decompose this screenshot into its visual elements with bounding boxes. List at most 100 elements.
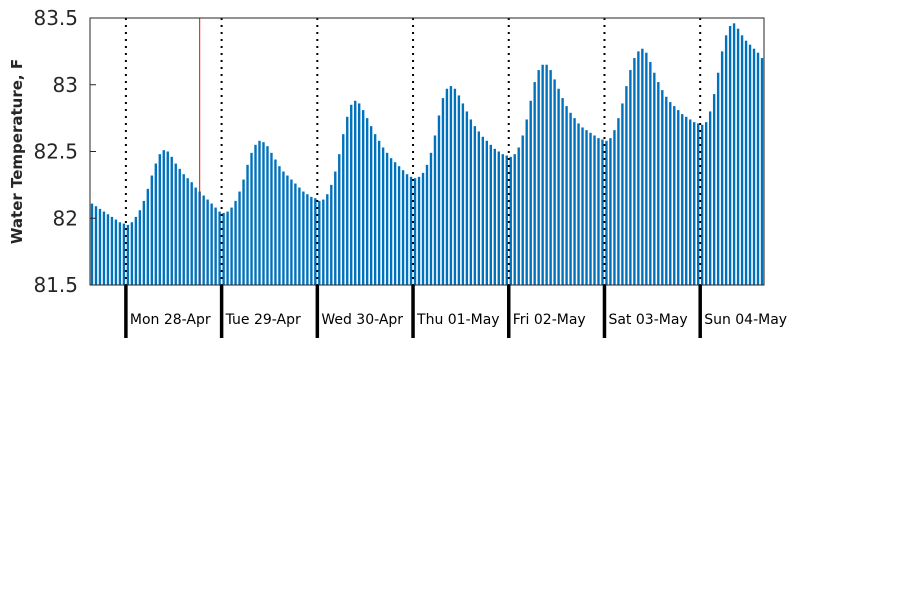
- bar: [98, 208, 102, 285]
- bar: [732, 23, 736, 286]
- bar: [445, 88, 449, 285]
- y-tick-label: 82.5: [33, 140, 78, 164]
- bar: [489, 144, 492, 285]
- bar: [158, 154, 161, 285]
- bar: [334, 171, 337, 285]
- bar: [748, 44, 752, 286]
- bar: [661, 90, 664, 285]
- bar: [697, 123, 700, 285]
- day-axis-ticks: Mon 28-Apr Tue 29-Apr Wed 30-Apr Thu 01-May…: [124, 285, 787, 338]
- bar: [298, 187, 301, 285]
- bar: [166, 151, 169, 285]
- bar: [270, 152, 273, 285]
- bar: [501, 154, 504, 285]
- bar: [617, 118, 620, 286]
- bar: [649, 62, 652, 285]
- bar: [381, 147, 385, 285]
- bar: [302, 191, 305, 285]
- bar: [222, 212, 225, 285]
- bar: [206, 199, 209, 285]
- bar: [210, 203, 213, 285]
- bar: [318, 200, 321, 285]
- bar: [421, 172, 425, 285]
- bar: [557, 88, 560, 285]
- bar: [497, 151, 500, 285]
- bar: [525, 119, 528, 286]
- bar: [449, 86, 453, 285]
- bar: [485, 140, 489, 285]
- bar: [178, 168, 181, 285]
- bar: [657, 82, 660, 285]
- bar: [385, 152, 389, 285]
- bar: [708, 111, 712, 285]
- bar: [581, 127, 584, 285]
- bar: [457, 95, 461, 286]
- bar: [174, 163, 177, 285]
- bar: [724, 35, 728, 285]
- bar: [693, 122, 696, 285]
- bar: [429, 152, 433, 285]
- bar: [601, 139, 604, 285]
- day-label: Wed 30-Apr: [321, 312, 403, 328]
- bar: [286, 175, 289, 285]
- y-axis-ticks: 81.5 82 82.5 83 83.5: [33, 6, 96, 297]
- bar: [760, 58, 764, 285]
- day-label: Tue 29-Apr: [225, 312, 301, 328]
- bar: [278, 166, 281, 285]
- bar: [621, 103, 624, 285]
- y-tick-label: 83.5: [33, 6, 78, 30]
- bar: [258, 140, 261, 285]
- bar: [521, 135, 524, 285]
- bar: [469, 119, 473, 286]
- bar: [453, 88, 457, 285]
- bar: [605, 140, 608, 285]
- bar: [290, 179, 293, 285]
- bar-series: [90, 23, 764, 286]
- bar: [361, 110, 365, 285]
- bar: [653, 72, 656, 285]
- bar: [405, 174, 409, 285]
- bar: [549, 70, 552, 285]
- bar: [102, 211, 106, 285]
- bar: [266, 146, 269, 285]
- bar: [350, 104, 353, 285]
- bar: [314, 198, 317, 285]
- bar: [214, 207, 217, 285]
- bar: [413, 178, 417, 285]
- bar: [373, 134, 377, 285]
- bar: [633, 58, 636, 285]
- bar: [294, 183, 297, 285]
- bar: [681, 114, 684, 286]
- day-label: Mon 28-Apr: [130, 312, 211, 328]
- bar: [593, 135, 596, 285]
- day-label: Sun 04-May: [704, 312, 787, 328]
- bar: [94, 206, 98, 285]
- bar: [182, 174, 185, 285]
- bar: [114, 219, 118, 285]
- bar: [752, 48, 756, 286]
- bar: [641, 48, 644, 286]
- bar: [358, 103, 361, 285]
- bar: [162, 150, 165, 285]
- day-label: Thu 01-May: [416, 312, 500, 328]
- bar: [597, 138, 600, 285]
- bar: [685, 116, 688, 285]
- bar: [202, 195, 205, 285]
- bar: [401, 170, 405, 285]
- day-label: Fri 02-May: [513, 312, 586, 328]
- bar: [700, 124, 704, 285]
- bar: [573, 118, 576, 286]
- bar: [310, 196, 313, 285]
- bar: [126, 224, 130, 285]
- bar: [369, 126, 373, 285]
- bar: [553, 79, 556, 285]
- bar: [254, 144, 257, 285]
- bar: [561, 98, 564, 285]
- bar: [577, 123, 580, 285]
- bar: [250, 152, 253, 285]
- bar: [282, 171, 285, 285]
- bar: [170, 156, 173, 285]
- bar: [142, 200, 146, 285]
- bar: [629, 70, 632, 285]
- bar: [517, 147, 520, 285]
